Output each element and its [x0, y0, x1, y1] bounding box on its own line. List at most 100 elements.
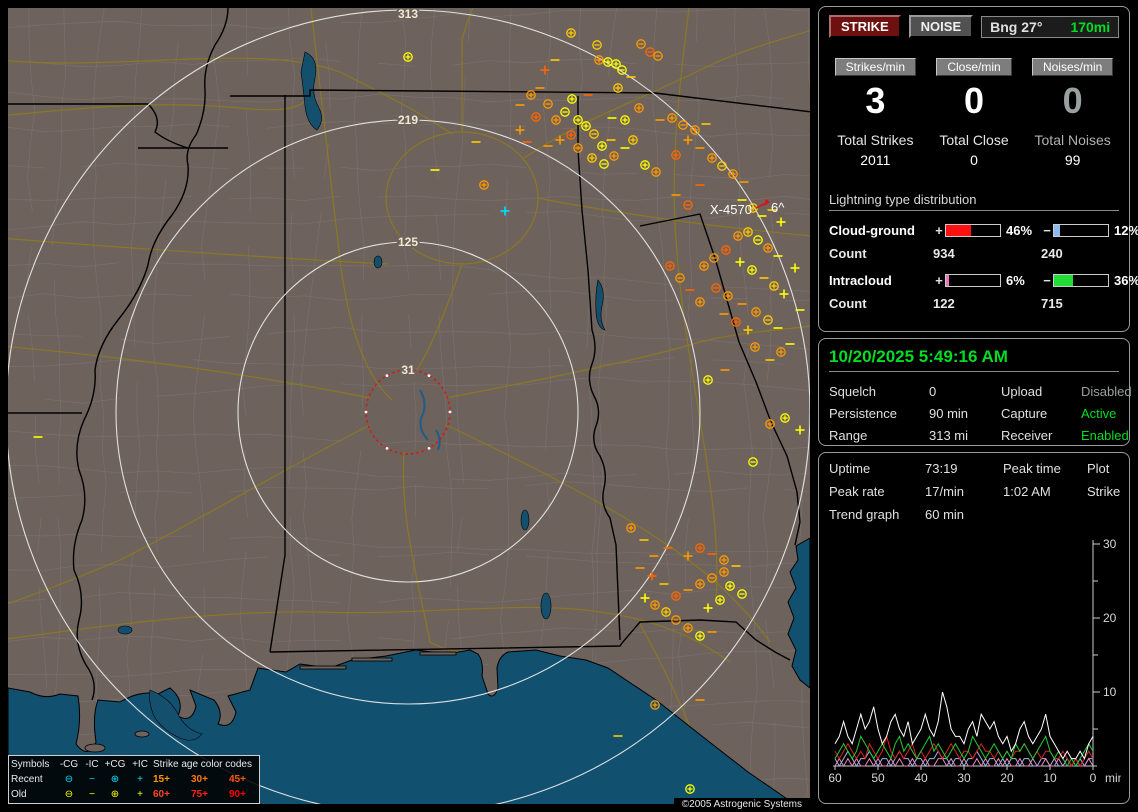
- rate-label-button[interactable]: Close/min: [936, 58, 1012, 76]
- legend-age-code: 30+: [191, 774, 208, 785]
- bar-fill: [1054, 225, 1061, 236]
- rate-label-button[interactable]: Noises/min: [1031, 58, 1114, 76]
- legend-symbols-header: Symbols: [11, 759, 50, 770]
- strike-symbol-circle-plus: [634, 103, 644, 113]
- range-ring-label: 125: [398, 235, 418, 249]
- strike-symbol-circle-plus: [743, 227, 753, 237]
- session-cell: Peak rate: [829, 484, 885, 499]
- strike-symbol-circle-plus: [566, 28, 576, 38]
- session-cell: Peak time: [1003, 461, 1061, 476]
- strike-symbol-circle-plus: [526, 90, 536, 100]
- session-cell: Uptime: [829, 461, 871, 476]
- strike-symbol-circle-plus: [733, 231, 743, 241]
- total-label: Total Noises: [1034, 132, 1111, 148]
- count-label: Count: [829, 246, 867, 261]
- strike-symbol-circle-plus: [640, 160, 650, 170]
- trend-graph-label: Trend graph: [829, 507, 900, 522]
- setting-label: Squelch: [829, 384, 876, 399]
- legend-symbol--CG: ⊖: [64, 774, 74, 785]
- negative-percent-value: 12%: [1114, 223, 1138, 238]
- strike-symbol-circle-plus: [728, 169, 738, 179]
- strike-symbol-circle-minus: [753, 235, 763, 245]
- legend-age-code: 75+: [191, 789, 208, 800]
- strike-symbol-circle-minus: [560, 107, 570, 117]
- strike-symbol-circle-minus: [748, 457, 758, 467]
- trend-series-green: [834, 735, 1094, 767]
- legend-age-code: 60+: [153, 789, 170, 800]
- strike-symbol-plus: [683, 551, 693, 561]
- noise-mode-button[interactable]: NOISE: [908, 15, 974, 38]
- strike-symbol-circle-plus: [567, 94, 577, 104]
- total-value: 99: [1064, 152, 1081, 168]
- strike-symbol-circle-plus: [747, 265, 757, 275]
- range-ring-label: 313: [398, 8, 418, 21]
- strike-symbol-circle-plus: [765, 419, 775, 429]
- setting-label: Upload: [1001, 384, 1043, 399]
- strike-symbol-plus: [743, 325, 753, 335]
- strike-symbol-circle-minus: [737, 589, 747, 599]
- strike-symbol-circle-plus: [721, 245, 731, 255]
- strike-symbol-plus: [500, 206, 510, 216]
- strike-symbol-circle-plus: [699, 261, 709, 271]
- strike-symbol-circle-minus: [707, 573, 717, 583]
- rate-value: 0: [1062, 80, 1083, 121]
- bar-fill: [946, 275, 950, 286]
- plus-sign: +: [935, 273, 943, 288]
- session-stats: Uptime 73:19 Peak time Plot Peak rate 17/min 1…: [829, 461, 1121, 522]
- positive-percent-value: 6%: [1006, 273, 1025, 288]
- strike-symbol-circle-plus: [479, 180, 489, 190]
- negative-percent-bar: [1053, 224, 1109, 237]
- bar-fill: [1054, 275, 1074, 286]
- strike-symbol-circle-plus: [628, 135, 638, 145]
- strike-symbol-circle-plus: [594, 55, 604, 65]
- strike-mode-button[interactable]: STRIKE: [829, 15, 901, 38]
- strike-symbol-circle-plus: [763, 243, 773, 253]
- legend-column-header: -CG: [59, 759, 79, 770]
- strike-symbol-plus: [540, 65, 550, 75]
- total-label: Total Close: [939, 132, 1009, 148]
- strike-symbol-circle-minus: [589, 129, 599, 139]
- distribution-count-row: Count 934 240: [829, 246, 1119, 261]
- distribution-count-row: Count 122 715: [829, 296, 1119, 311]
- strike-symbol-circle-plus: [731, 317, 741, 327]
- strike-symbol-circle-minus: [678, 120, 688, 130]
- stats-panel: STRIKE NOISE Bng 27° 170mi Strikes/min 3 T…: [818, 6, 1138, 332]
- setting-state-value: Active: [1081, 406, 1117, 421]
- lightning-map[interactable]: 313 219 125 31 X-4570 6^ Symbols -CG -IC +CG +IC…: [8, 8, 810, 812]
- svg-text:60: 60: [829, 771, 842, 784]
- legend-symbol--CG: ⊖: [64, 789, 74, 800]
- bearing-readout: Bng 27° 170mi: [981, 15, 1120, 38]
- strike-symbol-plus: [776, 217, 786, 227]
- session-cell: Strike: [1087, 484, 1121, 499]
- session-cell: 73:19: [925, 461, 958, 476]
- strike-symbol-circle-minus: [709, 253, 719, 263]
- strike-symbol-circle-plus: [667, 113, 677, 123]
- status-panel: 10/20/2025 5:49:16 AM Squelch 0 Upload Disa…: [818, 338, 1132, 446]
- range-rings: 313 219 125 31: [8, 8, 810, 804]
- map-canvas[interactable]: 313 219 125 31 X-4570 6^: [8, 8, 810, 804]
- rate-counter-column: Strikes/min 3 Total Strikes 2011: [829, 58, 922, 168]
- strike-symbol-circle-plus: [611, 59, 621, 69]
- rate-label-button[interactable]: Strikes/min: [834, 58, 916, 76]
- total-value: 2011: [860, 152, 891, 168]
- strike-symbol-circle-plus: [719, 555, 729, 565]
- positive-count-value: 934: [933, 246, 955, 261]
- strike-symbol-circle-minus: [543, 99, 553, 109]
- legend-column-header: +IC: [132, 759, 148, 770]
- minus-sign: −: [1043, 273, 1051, 288]
- legend-symbol-+IC: +: [137, 789, 143, 800]
- range-ring-label: 31: [401, 363, 415, 377]
- spacer: [1087, 507, 1120, 522]
- range-ring-label: 219: [398, 113, 418, 127]
- strike-symbol-circle-plus: [587, 153, 597, 163]
- distribution-type-label: Cloud-ground: [829, 223, 915, 238]
- positive-percent-bar: [945, 224, 1001, 237]
- positive-count-value: 122: [933, 296, 955, 311]
- positive-percent-value: 46%: [1006, 223, 1033, 238]
- strike-symbol-circle-plus: [671, 591, 681, 601]
- strike-symbol-circle-plus: [707, 153, 717, 163]
- strike-symbol-circle-plus: [719, 567, 729, 577]
- strike-symbol-plus: [795, 425, 805, 435]
- strike-symbol-circle-plus: [695, 579, 705, 589]
